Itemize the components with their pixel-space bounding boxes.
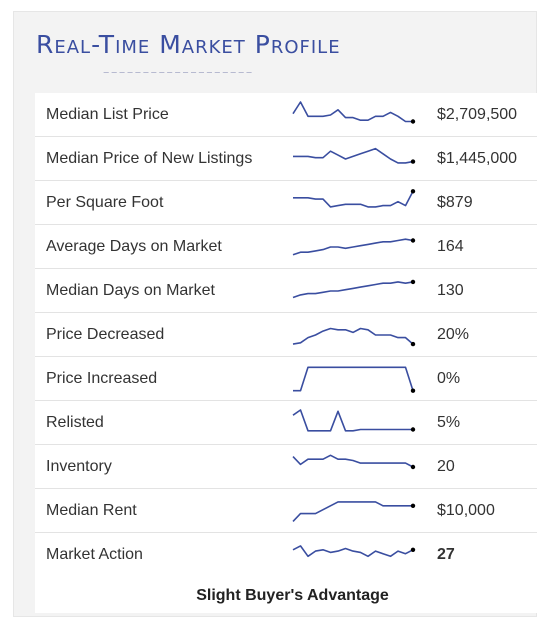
market-profile-table: Slight Buyer's Advantage Median List Pri…: [35, 93, 537, 613]
trend-sparkline: [292, 409, 416, 432]
sparkline-path: [293, 190, 414, 208]
metric-label: Inventory: [46, 458, 112, 475]
trend-sparkline: [292, 501, 416, 522]
table-row: Median Days on Market 130: [35, 269, 537, 313]
sparkline-path: [293, 147, 414, 164]
metric-value: $1,445,000: [437, 150, 518, 167]
market-profile-panel: Real-Time Market Profile ‾ ‾ ‾ ‾ ‾ ‾ ‾ ‾…: [13, 11, 537, 617]
sparkline-endpoint-dot: [410, 189, 416, 194]
metric-label: Average Days on Market: [46, 238, 222, 255]
table-row: Relisted 5%: [35, 401, 537, 445]
metric-label: Median List Price: [46, 106, 169, 123]
sparkline-endpoint-dot: [410, 388, 416, 393]
table-row: Inventory 20: [35, 445, 537, 489]
trend-sparkline: [293, 366, 416, 393]
clipped-subtitle-strip: ‾ ‾ ‾ ‾ ‾ ‾ ‾ ‾ ‾ ‾ ‾ ‾ ‾ ‾ ‾ ‾ ‾ ‾ ‾: [104, 72, 252, 84]
sparkline-path: [292, 238, 414, 256]
trend-sparkline: [292, 279, 416, 299]
metric-value: 27: [437, 546, 455, 563]
table-row: Median Rent $10,000: [35, 489, 537, 533]
metric-value: 164: [437, 238, 464, 255]
sparkline-endpoint-dot: [410, 279, 416, 285]
table-row: Median List Price $2,709,500: [35, 93, 537, 137]
sparkline-path: [292, 281, 414, 299]
sparkline-endpoint-dot: [410, 119, 416, 124]
metric-label: Median Rent: [46, 502, 137, 519]
metric-label: Market Action: [46, 546, 143, 563]
table-row: Price Decreased 20%: [35, 313, 537, 357]
metric-label: Median Price of New Listings: [46, 150, 253, 167]
table-row: Average Days on Market 164: [35, 225, 537, 269]
trend-sparkline: [293, 189, 416, 208]
sparkline-path: [292, 327, 414, 345]
sparkline-path: [292, 545, 414, 558]
metric-value: 0%: [437, 370, 461, 387]
sparkline-endpoint-dot: [410, 547, 416, 552]
metric-value: 20%: [437, 326, 470, 343]
market-action-summary: Slight Buyer's Advantage: [196, 587, 389, 604]
sparkline-path: [292, 454, 414, 468]
sparkline-endpoint-dot: [410, 427, 416, 432]
metric-label: Relisted: [46, 414, 104, 431]
metric-value: $2,709,500: [437, 106, 518, 123]
trend-sparkline: [292, 238, 416, 256]
metric-label: Per Square Foot: [46, 194, 164, 211]
metric-label: Price Decreased: [46, 326, 165, 343]
sparkline-endpoint-dot: [410, 503, 416, 508]
table-row: Price Increased 0%: [35, 357, 537, 401]
sparkline-path: [293, 366, 414, 392]
sparkline-path: [292, 501, 413, 522]
metric-value: $10,000: [437, 502, 495, 519]
panel-title: Real-Time Market Profile: [36, 30, 341, 59]
sparkline-path: [292, 409, 413, 432]
table-row: Median Price of New Listings $1,445,000: [35, 137, 537, 181]
sparkline-endpoint-dot: [410, 341, 416, 347]
table-row: Market Action 27: [35, 533, 537, 577]
trend-sparkline: [292, 101, 416, 124]
trend-sparkline: [293, 147, 416, 164]
trend-sparkline: [292, 545, 416, 558]
metric-value: 130: [437, 282, 464, 299]
table-row: Per Square Foot $879: [35, 181, 537, 225]
metric-label: Median Days on Market: [46, 282, 215, 299]
trend-sparkline: [292, 327, 416, 347]
sparkline-endpoint-dot: [410, 159, 416, 164]
sparkline-endpoint-dot: [410, 238, 416, 243]
trend-sparkline: [292, 454, 416, 470]
metric-value: 5%: [437, 414, 461, 431]
metric-label: Price Increased: [46, 370, 158, 387]
sparkline-path: [292, 101, 413, 123]
metric-value: 20: [437, 458, 455, 475]
sparkline-endpoint-dot: [410, 464, 416, 470]
metric-value: $879: [437, 194, 473, 211]
